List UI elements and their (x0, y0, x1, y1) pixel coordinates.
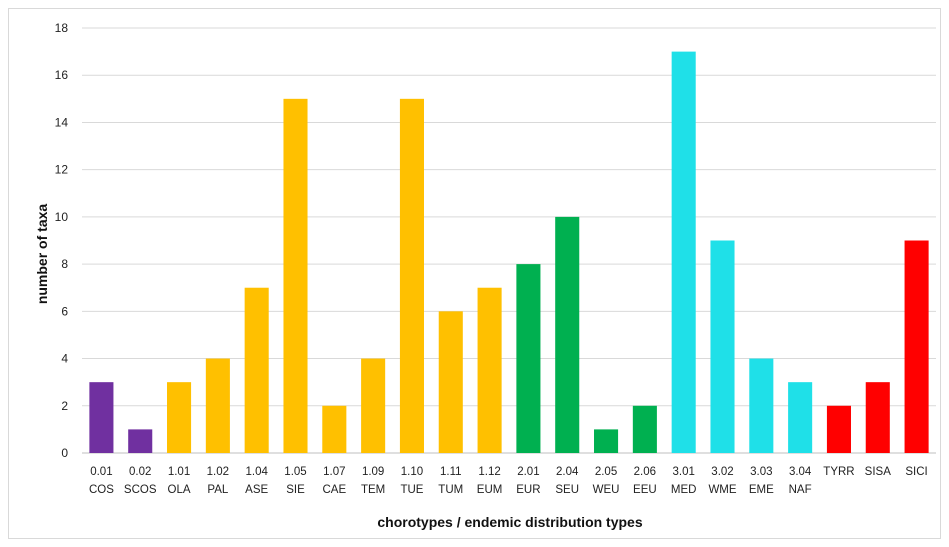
x-axis-title: chorotypes / endemic distribution types (377, 514, 642, 530)
bar-cae (322, 405, 347, 453)
x-tick-label: EEU (633, 484, 657, 496)
x-tick-label: TUE (400, 484, 423, 496)
bar-tum (438, 311, 463, 453)
x-tick-label: CAE (322, 484, 346, 496)
x-axis-categories: 0.01 COS 0.02 SCOS 1.01 OLA 1.02 PAL 1.04 ASE 1.05… (89, 466, 928, 496)
y-tick-label: 8 (61, 257, 68, 271)
y-tick-label: 18 (55, 21, 69, 35)
x-tick-code: 3.03 (750, 466, 772, 478)
y-tick-label: 4 (61, 352, 68, 366)
x-tick-code: 1.04 (245, 466, 268, 478)
x-tick-label: TUM (438, 484, 463, 496)
x-tick-label: WME (708, 484, 736, 496)
x-tick-code: 2.01 (517, 466, 539, 478)
x-tick-code: 1.12 (478, 466, 500, 478)
x-tick-label: EUM (477, 484, 503, 496)
bar-eme (749, 358, 774, 453)
x-tick-label: NAF (789, 484, 812, 496)
x-tick-code: 1.10 (401, 466, 423, 478)
bar-eum (477, 287, 502, 453)
x-tick-code: 0.01 (90, 466, 112, 478)
bar-sici (904, 240, 929, 453)
x-tick-code: 1.07 (323, 466, 345, 478)
x-tick-label: ASE (245, 484, 268, 496)
y-tick-label: 10 (55, 210, 69, 224)
bar-wme (710, 240, 735, 453)
bar-sie (283, 98, 308, 453)
x-tick-label: SICI (905, 466, 927, 478)
x-tick-label: EME (749, 484, 774, 496)
bar-naf (788, 382, 813, 453)
x-tick-label: COS (89, 484, 114, 496)
bar-eur (516, 264, 541, 453)
x-tick-code: 3.04 (789, 466, 812, 478)
bar-med (671, 51, 696, 453)
x-tick-code: 2.05 (595, 466, 617, 478)
chart-frame (8, 8, 941, 539)
bar-pal (205, 358, 230, 453)
x-tick-code: 3.01 (672, 466, 694, 478)
x-tick-label: SISA (865, 466, 892, 478)
x-tick-code: 1.05 (284, 466, 306, 478)
x-tick-label: EUR (516, 484, 540, 496)
x-tick-code: 2.04 (556, 466, 579, 478)
x-tick-code: 0.02 (129, 466, 151, 478)
y-axis-title: number of taxa (34, 204, 50, 305)
x-tick-label: SIE (286, 484, 305, 496)
y-tick-label: 16 (55, 68, 69, 82)
x-tick-code: 1.11 (440, 466, 462, 478)
x-tick-code: 1.09 (362, 466, 384, 478)
bar-tem (361, 358, 386, 453)
bar-seu (555, 216, 580, 453)
x-tick-label: WEU (593, 484, 620, 496)
x-tick-code: 2.06 (634, 466, 656, 478)
y-axis-ticks: 0 2 4 6 8 10 12 14 16 18 (55, 21, 69, 460)
x-tick-label: SEU (555, 484, 579, 496)
bar-tue (399, 98, 424, 453)
bar-cos (89, 382, 114, 453)
x-tick-label: SCOS (124, 484, 157, 496)
y-tick-label: 2 (61, 399, 68, 413)
x-tick-label: TEM (361, 484, 385, 496)
bar-weu (594, 429, 619, 453)
x-tick-code: 1.01 (168, 466, 190, 478)
bar-tyrr (826, 405, 851, 453)
bar-eeu (632, 405, 657, 453)
y-tick-label: 14 (55, 115, 69, 129)
x-tick-label: TYRR (823, 466, 854, 478)
y-tick-label: 12 (55, 163, 69, 177)
x-tick-label: PAL (207, 484, 228, 496)
x-tick-code: 3.02 (711, 466, 733, 478)
bar-ase (244, 287, 269, 453)
x-tick-label: OLA (168, 484, 191, 496)
y-tick-label: 0 (61, 446, 68, 460)
bar-scos (128, 429, 153, 453)
y-tick-label: 6 (61, 304, 68, 318)
x-tick-code: 1.02 (207, 466, 229, 478)
x-tick-label: MED (671, 484, 697, 496)
bars (89, 51, 929, 453)
bar-sisa (865, 382, 890, 453)
bar-ola (167, 382, 192, 453)
